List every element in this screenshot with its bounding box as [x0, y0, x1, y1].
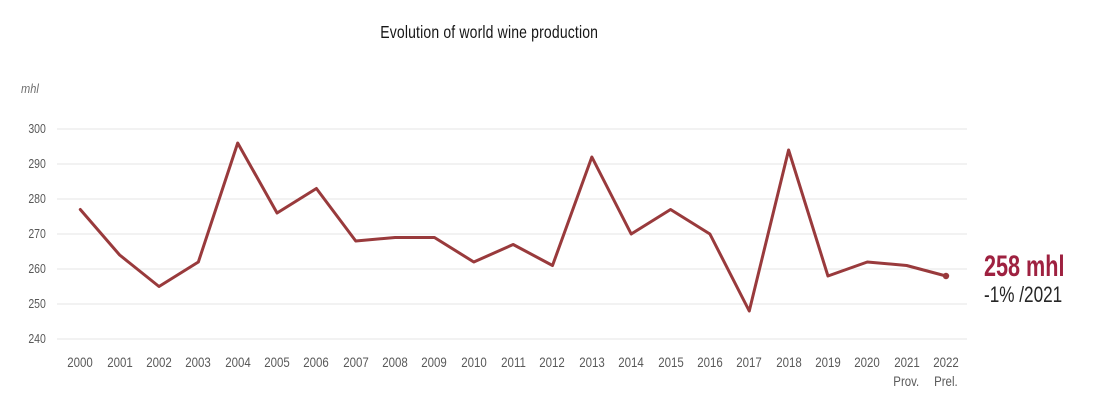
y-tick-label: 270 — [28, 226, 46, 241]
x-tick-label: 2013 — [579, 355, 605, 370]
x-tick-label: 2001 — [106, 355, 133, 370]
x-tick-label: 2017 — [736, 355, 763, 370]
x-tick-label: 2005 — [264, 355, 290, 370]
x-tick-label: 2011 — [500, 355, 526, 370]
production-line — [78, 141, 948, 313]
x-tick-label: 2012 — [539, 355, 566, 370]
latest-value-annotation: 258 mhl -1% /2021 — [984, 251, 1096, 307]
x-tick-label: 2006 — [303, 355, 330, 370]
x-tick-note: Prel. — [934, 374, 958, 389]
x-tick-label: 2009 — [421, 355, 448, 370]
annotation-delta: -1% /2021 — [984, 282, 1063, 307]
x-tick-label: 2018 — [775, 355, 802, 370]
x-tick-label: 2010 — [461, 355, 487, 370]
annotation-value: 258 mhl — [984, 250, 1065, 283]
y-tick-label: 260 — [28, 261, 46, 276]
x-tick-label: 2003 — [185, 355, 212, 370]
x-tick-label: 2016 — [697, 355, 723, 370]
x-tick-label: 2022 — [933, 355, 959, 370]
x-tick-label: 2002 — [146, 355, 172, 370]
line-end-dot — [942, 272, 950, 280]
chart-title-text: Evolution of world wine production — [380, 22, 598, 42]
y-tick-label: 300 — [28, 121, 46, 136]
x-tick-label: 2019 — [815, 355, 841, 370]
x-tick-label: 2021 — [893, 355, 920, 370]
x-tick-label: 2020 — [854, 355, 881, 370]
x-tick-label: 2008 — [382, 355, 408, 370]
y-axis-unit-label: mhl — [21, 81, 39, 96]
y-tick-label: 240 — [28, 331, 46, 346]
x-tick-label: 2007 — [342, 355, 369, 370]
x-tick-label: 2000 — [67, 355, 94, 370]
chart-title: Evolution of world wine production — [0, 22, 978, 43]
y-tick-label: 250 — [28, 296, 46, 311]
x-tick-label: 2004 — [224, 355, 251, 370]
y-tick-label: 290 — [28, 156, 46, 171]
x-tick-label: 2015 — [657, 355, 684, 370]
x-tick-label: 2014 — [618, 355, 644, 370]
x-tick-note: Prov. — [893, 374, 920, 389]
y-tick-label: 280 — [28, 191, 46, 206]
